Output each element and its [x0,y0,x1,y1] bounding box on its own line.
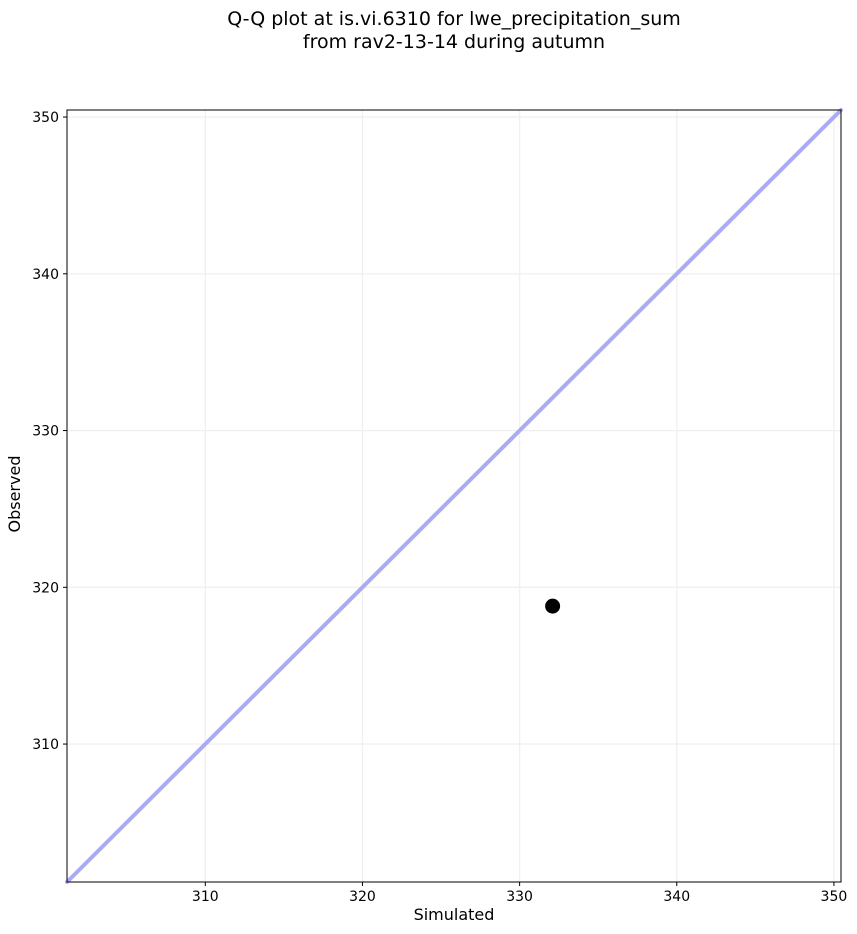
y-tick-label-310: 310 [32,737,59,753]
identity-line [65,108,843,884]
x-tick-label-350: 350 [821,889,848,905]
chart-title-line2: from rav2-13-14 during autumn [302,31,606,53]
y-tick-label-330: 330 [32,424,59,440]
x-tick-label-310: 310 [192,889,219,905]
chart-title-line1: Q-Q plot at is.vi.6310 for lwe_precipita… [227,8,681,30]
y-axis-label: Observed [5,455,24,533]
qq-point-0 [545,598,561,614]
chart-title: Q-Q plot at is.vi.6310 for lwe_precipita… [67,8,841,54]
y-tick-label-350: 350 [32,110,59,126]
axes-border [66,109,842,883]
y-tick-label-320: 320 [32,580,59,596]
x-tick-label-320: 320 [349,889,376,905]
x-tick-label-330: 330 [506,889,533,905]
x-axis-label: Simulated [413,905,495,924]
y-tick-label-340: 340 [32,267,59,283]
x-tick-label-340: 340 [663,889,690,905]
